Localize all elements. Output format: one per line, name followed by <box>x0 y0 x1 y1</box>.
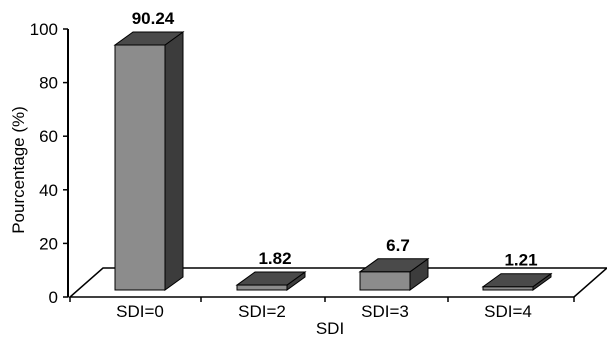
data-label: 6.7 <box>386 236 410 255</box>
y-tick-label: 0 <box>49 288 58 307</box>
data-label: 1.21 <box>504 251 537 270</box>
bar-sdi-0 <box>113 31 185 291</box>
x-tick-label: SDI=4 <box>484 302 532 321</box>
y-tick-label: 60 <box>39 127 58 146</box>
y-tick-label: 80 <box>39 74 58 93</box>
y-tick-label: 20 <box>39 234 58 253</box>
data-label: 1.82 <box>258 249 291 268</box>
bar-top-face <box>358 258 430 273</box>
data-label: 90.24 <box>132 9 175 28</box>
x-axis-title: SDI <box>316 319 344 338</box>
bar-top-face <box>113 31 185 46</box>
y-tick-label: 100 <box>30 20 58 39</box>
bar-side-face <box>164 31 184 291</box>
x-tick-label: SDI=0 <box>116 302 164 321</box>
y-ticks: 0 20 40 60 80 100 <box>30 20 68 307</box>
bar-front-face <box>236 284 288 291</box>
bar-top-face <box>235 271 307 286</box>
bar-sdi-2 <box>235 271 307 291</box>
bar-top-face <box>481 273 553 288</box>
y-axis-title: Pourcentage (%) <box>9 106 28 234</box>
x-ticks: SDI=0 SDI=2 SDI=3 SDI=4 <box>69 297 575 321</box>
y-tick-label: 40 <box>39 181 58 200</box>
x-tick-label: SDI=3 <box>361 302 409 321</box>
bar-sdi-4 <box>481 272 553 291</box>
chart-floor <box>68 267 607 298</box>
x-tick-label: SDI=2 <box>238 302 286 321</box>
bar-sdi-3 <box>358 257 430 291</box>
bars: 90.24 1.82 6.7 1.21 <box>113 9 553 291</box>
bar-front-face <box>359 271 411 291</box>
bar-front-face <box>114 44 166 291</box>
